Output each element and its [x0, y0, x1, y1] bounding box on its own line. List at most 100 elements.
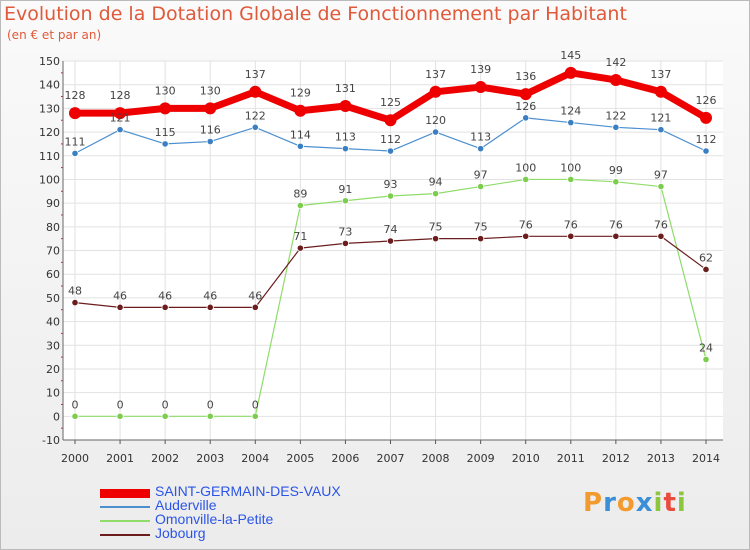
- data-label-saint-germain: 128: [65, 89, 86, 102]
- data-point-auderville: [386, 147, 395, 155]
- y-tick-label: 40: [46, 316, 60, 329]
- y-tick-label: 10: [46, 387, 60, 400]
- data-point-omonville: [522, 175, 530, 184]
- x-tick-label: 2002: [151, 452, 179, 465]
- data-label-saint-germain: 137: [650, 68, 671, 81]
- x-tick-label: 2009: [467, 452, 495, 465]
- y-tick-label: 30: [46, 339, 60, 352]
- data-point-omonville: [341, 197, 350, 205]
- data-label-omonville: 100: [560, 161, 581, 174]
- data-point-omonville: [567, 175, 575, 184]
- data-point-saint-germain: [654, 85, 667, 98]
- data-label-auderville: 120: [425, 114, 446, 127]
- data-point-auderville: [567, 118, 575, 127]
- data-point-jobourg: [296, 244, 304, 252]
- y-tick-label: 90: [46, 197, 60, 210]
- logo-letter: o: [616, 488, 636, 518]
- y-tick-label: 110: [39, 150, 60, 163]
- data-label-jobourg: 46: [158, 289, 172, 302]
- data-label-jobourg: 76: [564, 218, 578, 231]
- data-point-jobourg: [477, 235, 485, 243]
- data-label-saint-germain: 129: [290, 87, 311, 100]
- x-tick-label: 2000: [61, 452, 89, 465]
- data-label-auderville: 122: [605, 109, 626, 122]
- chart-title: Evolution de la Dotation Globale de Fonc…: [4, 3, 627, 25]
- data-label-jobourg: 76: [654, 218, 668, 231]
- data-label-auderville: 111: [65, 135, 86, 148]
- data-point-omonville: [702, 355, 710, 364]
- data-point-omonville: [431, 190, 440, 198]
- logo-letter: x: [635, 488, 654, 518]
- y-tick-label: 100: [39, 173, 60, 186]
- data-point-auderville: [657, 126, 665, 134]
- data-point-jobourg: [522, 232, 530, 240]
- data-point-saint-germain: [69, 107, 81, 120]
- data-point-omonville: [657, 182, 665, 191]
- y-tick-label: 120: [39, 126, 60, 139]
- data-point-omonville: [116, 412, 124, 420]
- data-label-jobourg: 46: [248, 289, 262, 302]
- y-tick-label: 70: [46, 245, 60, 258]
- data-label-jobourg: 46: [113, 289, 127, 302]
- data-point-saint-germain: [609, 73, 622, 86]
- data-label-omonville: 94: [429, 176, 443, 189]
- data-label-auderville: 112: [380, 133, 401, 146]
- data-point-omonville: [612, 178, 620, 186]
- data-label-saint-germain: 126: [696, 94, 717, 107]
- legend-swatch: [100, 488, 150, 498]
- data-point-omonville: [477, 182, 485, 191]
- data-point-jobourg: [341, 239, 350, 247]
- data-label-saint-germain: 136: [515, 70, 536, 83]
- data-label-auderville: 113: [470, 131, 491, 144]
- data-point-auderville: [522, 114, 530, 122]
- data-label-saint-germain: 137: [245, 68, 266, 81]
- data-label-saint-germain: 137: [425, 68, 446, 81]
- data-point-auderville: [206, 137, 214, 146]
- x-tick-label: 2012: [602, 452, 630, 465]
- data-label-saint-germain: 139: [470, 63, 491, 76]
- data-label-jobourg: 76: [519, 218, 533, 231]
- data-point-auderville: [251, 123, 259, 131]
- data-point-omonville: [296, 201, 304, 210]
- y-tick-label: 130: [39, 102, 60, 115]
- data-label-omonville: 99: [609, 164, 623, 177]
- data-point-omonville: [71, 412, 79, 420]
- legend-label: Jobourg: [155, 525, 206, 541]
- data-point-auderville: [612, 123, 620, 131]
- data-point-auderville: [71, 149, 79, 157]
- legend-swatch: [100, 534, 150, 536]
- data-label-auderville: 116: [200, 124, 221, 137]
- data-label-omonville: 93: [384, 178, 398, 191]
- data-label-auderville: 122: [245, 109, 266, 122]
- data-label-omonville: 0: [117, 398, 124, 411]
- legend-label: Auderville: [155, 497, 217, 513]
- data-point-saint-germain: [114, 107, 127, 120]
- data-point-jobourg: [702, 265, 710, 274]
- data-point-saint-germain: [564, 66, 577, 79]
- data-label-auderville: 124: [560, 105, 581, 118]
- data-point-jobourg: [386, 237, 395, 245]
- x-tick-label: 2004: [241, 452, 269, 465]
- data-point-jobourg: [71, 299, 79, 307]
- x-tick-label: 2014: [692, 452, 720, 465]
- data-label-omonville: 0: [162, 398, 169, 411]
- data-label-omonville: 91: [338, 183, 352, 196]
- data-point-saint-germain: [249, 85, 262, 98]
- legend-label: Omonville-la-Petite: [155, 511, 274, 527]
- data-label-saint-germain: 142: [605, 56, 626, 69]
- data-point-saint-germain: [204, 102, 217, 115]
- x-tick-label: 2007: [377, 452, 405, 465]
- data-point-auderville: [296, 142, 304, 150]
- data-point-jobourg: [431, 235, 440, 243]
- data-point-jobourg: [161, 303, 169, 311]
- legend-swatch: [100, 506, 150, 508]
- data-point-omonville: [386, 192, 395, 200]
- logo-letter: t: [663, 488, 677, 518]
- data-point-auderville: [161, 140, 169, 148]
- data-point-saint-germain: [519, 88, 532, 101]
- data-label-jobourg: 62: [699, 251, 713, 264]
- x-tick-label: 2003: [196, 452, 224, 465]
- data-label-jobourg: 46: [203, 289, 217, 302]
- x-tick-label: 2005: [286, 452, 314, 465]
